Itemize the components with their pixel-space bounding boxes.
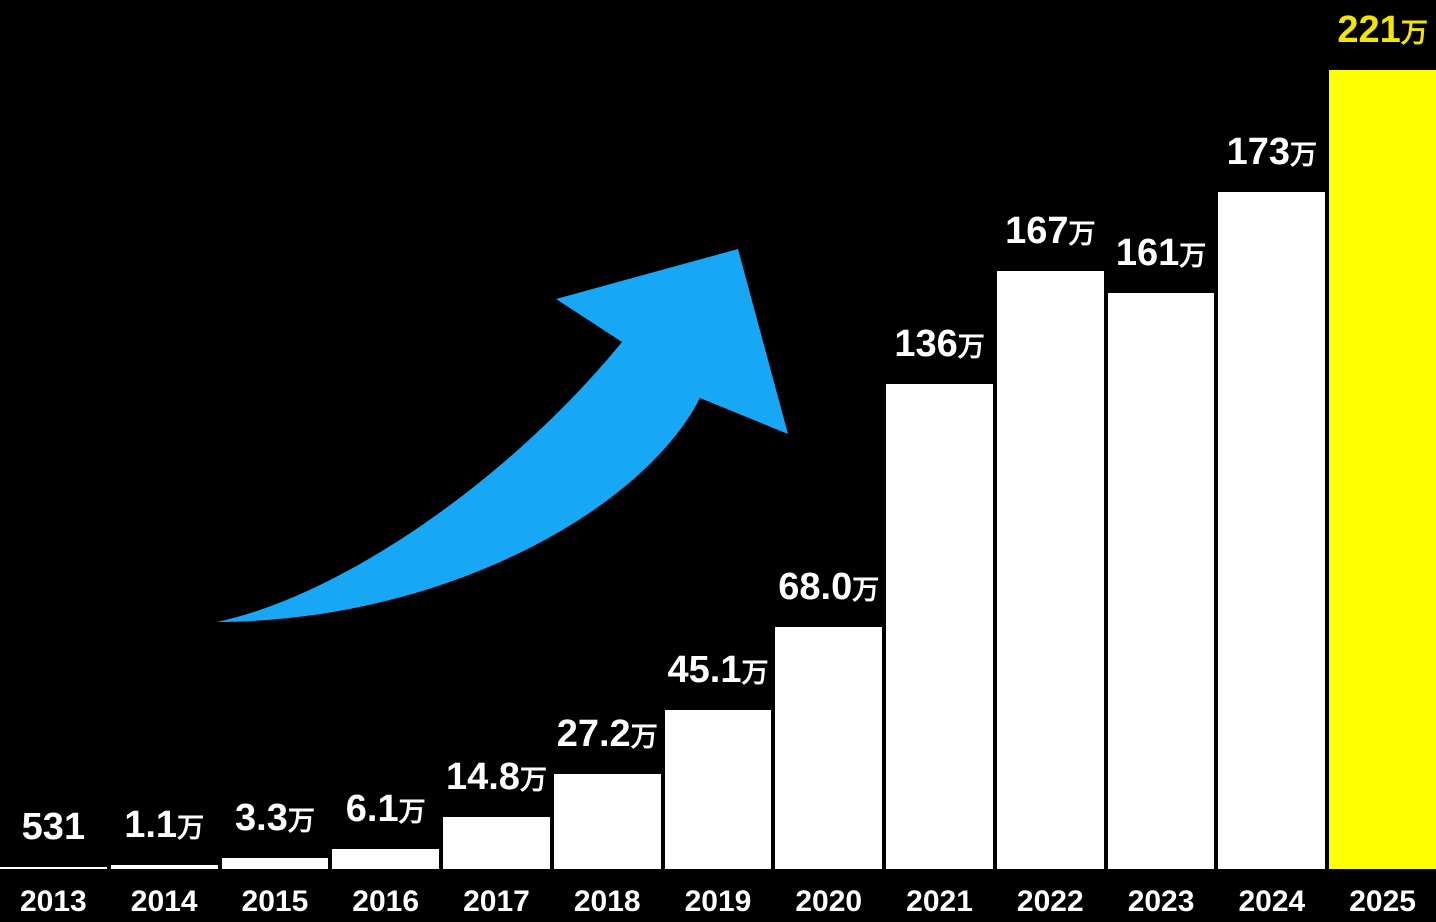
bar-value-label: 221万: [1337, 11, 1427, 49]
bar-column-2013: 531: [0, 7, 107, 869]
year-label-2013: 2013: [20, 885, 87, 918]
bar-2015: [221, 858, 329, 869]
bar-value-unit: 万: [177, 813, 205, 843]
bar-value-number: 1.1: [124, 804, 178, 846]
bar-value-unit: 万: [1400, 18, 1428, 48]
bar-column-2023: 161万: [1107, 7, 1215, 869]
year-label-2014: 2014: [130, 885, 198, 918]
bar-2016: [332, 849, 440, 869]
year-label-2024: 2024: [1238, 885, 1306, 918]
bar-2019: [664, 710, 772, 869]
bar-value-label: 167万: [1005, 212, 1095, 250]
x-axis-labels: 2013 2014 2015 2016 2017 2018 2019 2020 …: [0, 869, 1436, 922]
bar-value-number: 161: [1115, 232, 1180, 274]
bar-value-unit: 万: [287, 806, 315, 836]
bar-value-number: 68.0: [778, 566, 853, 608]
bar-value-label: 531: [22, 808, 85, 846]
bar-column-2016: 6.1万: [332, 7, 440, 869]
year-label-2019: 2019: [684, 885, 752, 918]
year-label-2023: 2023: [1127, 885, 1195, 918]
bar-column-2015: 3.3万: [221, 7, 329, 869]
bar-value-unit: 万: [1068, 219, 1096, 249]
bar-2021: [886, 384, 993, 869]
bar-2018: [553, 774, 661, 869]
bar-value-number: 173: [1226, 131, 1291, 173]
bar-column-2024: 173万: [1218, 7, 1326, 869]
bar-value-unit: 万: [398, 797, 426, 827]
bar-value-number: 221: [1337, 9, 1401, 51]
bar-value-number: 45.1: [667, 649, 742, 691]
bar-value-label: 6.1万: [346, 790, 426, 828]
bar-value-label: 161万: [1116, 234, 1206, 272]
bar-column-2014: 1.1万: [110, 7, 218, 869]
bar-value-number: 6.1: [345, 788, 399, 830]
bar-2025: [1329, 70, 1436, 869]
bar-value-number: 167: [1005, 210, 1069, 252]
bar-value-label: 27.2万: [557, 715, 658, 753]
bar-column-2018: 27.2万: [553, 7, 661, 869]
bar-value-number: 136: [894, 323, 958, 365]
bar-value-label: 3.3万: [235, 799, 315, 837]
bar-value-unit: 万: [852, 575, 880, 605]
bar-column-2022: 167万: [996, 7, 1104, 869]
bar-value-number: 3.3: [235, 797, 288, 839]
bar-value-label: 173万: [1227, 133, 1317, 171]
year-label-2015: 2015: [241, 885, 309, 918]
bar-value-unit: 万: [957, 332, 985, 362]
year-label-2025: 2025: [1349, 885, 1416, 918]
bar-column-2017: 14.8万: [443, 7, 550, 869]
bar-column-2021: 136万: [886, 7, 993, 869]
bar-value-label: 68.0万: [778, 568, 879, 606]
year-label-2018: 2018: [573, 885, 641, 918]
year-label-2017: 2017: [463, 885, 530, 918]
bar-2014: [110, 865, 218, 869]
bar-column-2019: 45.1万: [664, 7, 772, 869]
bar-value-unit: 万: [1179, 241, 1207, 271]
bar-column-2020: 68.0万: [775, 7, 883, 869]
bar-value-unit: 万: [630, 722, 658, 752]
bar-value-label: 14.8万: [446, 758, 547, 796]
year-label-2020: 2020: [795, 885, 863, 918]
bar-value-unit: 万: [741, 658, 769, 688]
bar-2020: [775, 627, 883, 869]
bar-value-label: 45.1万: [668, 651, 769, 689]
bar-2013: [0, 867, 107, 869]
bar-value-number: 531: [21, 806, 86, 848]
bar-value-label: 136万: [894, 325, 984, 363]
bar-2022: [996, 271, 1104, 869]
year-label-2021: 2021: [906, 885, 973, 918]
year-label-2016: 2016: [352, 885, 420, 918]
bar-value-unit: 万: [519, 765, 547, 795]
year-label-2022: 2022: [1016, 885, 1084, 918]
bar-value-label: 1.1万: [124, 806, 204, 844]
bar-value-unit: 万: [1290, 140, 1318, 170]
bar-value-number: 27.2: [556, 713, 631, 755]
bar-2017: [443, 817, 550, 869]
bar-2023: [1107, 293, 1215, 869]
bars-area: 531 1.1万 3.3万 6.1万 14.8万 27.2万 45.1万 68.…: [0, 7, 1436, 869]
bar-2024: [1218, 192, 1326, 869]
bar-value-number: 14.8: [445, 756, 520, 798]
bar-column-2025: 221万: [1329, 7, 1436, 869]
